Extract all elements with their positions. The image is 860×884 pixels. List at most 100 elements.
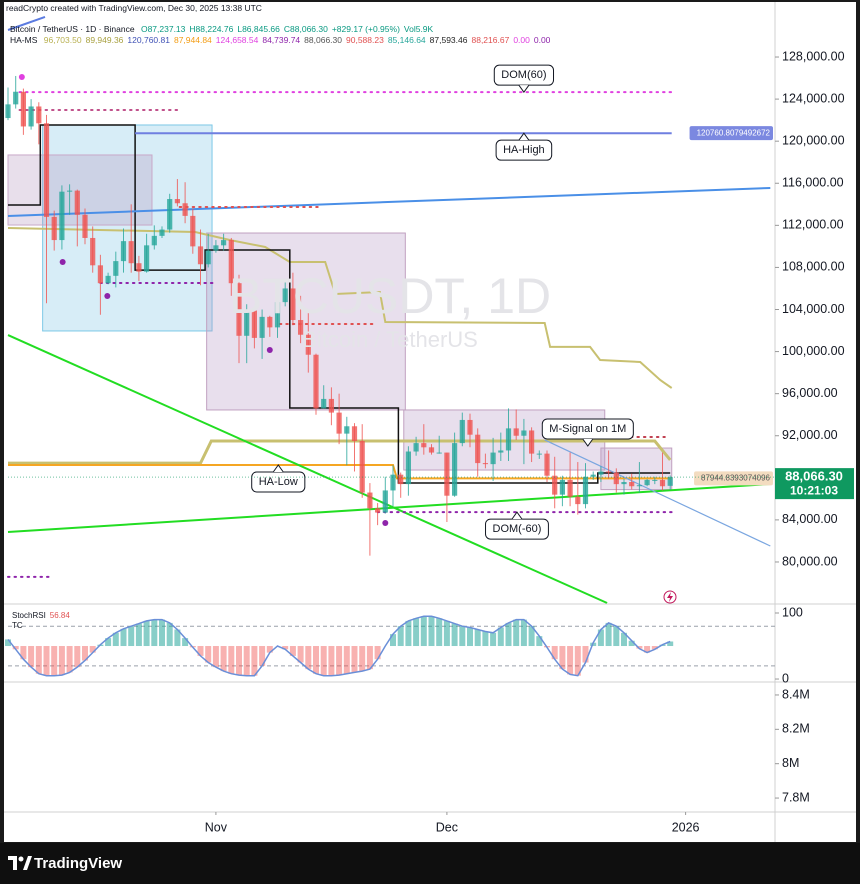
y-tick-label: 96,000.00 <box>782 386 838 400</box>
candle-body <box>475 434 481 464</box>
candle-body <box>590 474 596 477</box>
x-tick-label: Dec <box>436 820 458 834</box>
indicator-value: 0.00 <box>533 35 551 45</box>
callout-label: DOM(-60) <box>493 523 542 535</box>
stoch-bar <box>120 628 127 647</box>
stoch-bar <box>143 620 150 647</box>
zone <box>42 124 213 332</box>
callout-pointer <box>518 132 530 141</box>
indicator-value: 85,146.64 <box>387 35 426 45</box>
stoch-bar <box>236 646 242 676</box>
y-tick-label: 80,000.00 <box>782 554 838 568</box>
stoch-bar <box>105 638 112 647</box>
callout-pointer <box>511 511 523 520</box>
candle-body <box>552 475 558 495</box>
stoch-bar <box>12 646 19 650</box>
candle-body <box>274 302 281 328</box>
stoch-bar <box>251 646 258 676</box>
volume-tick-label: 8.2M <box>782 722 810 736</box>
stoch-bar <box>328 646 335 676</box>
candle-body <box>190 215 196 247</box>
stoch-bar <box>20 646 27 660</box>
stoch-bar <box>428 616 435 647</box>
stoch-bar <box>482 631 489 647</box>
brand-logo <box>8 856 32 870</box>
candle-body <box>298 320 304 335</box>
candle-body <box>105 275 111 284</box>
stoch-bar <box>505 622 512 647</box>
watermark-title: BTCUSDT, 1D <box>229 268 551 324</box>
candle-body <box>659 479 666 487</box>
stoch-bar <box>420 616 427 647</box>
candle-body <box>513 428 519 436</box>
stoch-bar <box>443 620 450 647</box>
stoch-bar <box>351 646 358 673</box>
candle-body <box>421 443 427 448</box>
stoch-bar <box>135 623 142 647</box>
callout: HA-High <box>495 132 553 161</box>
stoch-bar <box>89 646 96 653</box>
stoch-bar <box>58 646 65 676</box>
indicator-line: HA-MS 96,703.50 89,949.36 120,760.81 87,944… <box>10 35 554 45</box>
stoch-bar <box>582 646 589 663</box>
candle-body <box>74 190 80 215</box>
stoch-bar <box>628 640 635 647</box>
candle-body <box>405 451 411 485</box>
price-tag-label: 87944.8393074096 <box>701 474 771 483</box>
stoch-bar <box>520 619 527 647</box>
ohlc-value: Vol5.9K <box>403 24 434 34</box>
stoch-bar <box>513 619 520 647</box>
stoch-legend: StochRSI 56.84 <box>12 611 74 620</box>
indicator-value: 96,703.50 <box>43 35 82 45</box>
stoch-name: StochRSI <box>12 611 46 620</box>
stoch-bar <box>66 646 73 673</box>
stoch-bar <box>282 646 289 650</box>
stoch-tick-label: 100 <box>782 605 803 619</box>
candle-body <box>28 106 34 127</box>
indicator-value: 88,066.30 <box>304 35 342 45</box>
candle-body <box>43 123 50 217</box>
candle-body <box>652 479 658 481</box>
indicator-value: 90,588.23 <box>346 35 384 45</box>
stoch-bar <box>220 646 227 672</box>
brand[interactable]: TradingView <box>34 855 123 872</box>
callout: HA-Low <box>251 464 306 493</box>
candle-body <box>544 453 550 476</box>
stoch-bar <box>451 623 458 647</box>
candle-body <box>259 316 265 338</box>
stoch-bar <box>343 646 350 674</box>
annotations: DOM(60) HA-High HA-Low M-Signal on 1M DOM(-6… <box>18 64 773 540</box>
ohlc-value: O87,237.13 <box>140 24 186 34</box>
candle-body <box>151 235 157 246</box>
candle-body <box>82 214 88 238</box>
marker <box>59 258 66 265</box>
candle-body <box>167 199 173 230</box>
candle-body <box>606 471 612 473</box>
candle-body <box>213 245 219 251</box>
callout-label: M-Signal on 1M <box>549 423 626 435</box>
callout-label: HA-Low <box>259 476 298 488</box>
candle-body <box>205 250 211 265</box>
callout-label: HA-High <box>503 144 545 156</box>
candle-body <box>575 496 581 505</box>
stoch-bar <box>490 632 497 647</box>
callout-pointer <box>518 84 530 94</box>
stoch-bar <box>243 646 250 676</box>
stoch-bar <box>551 646 558 660</box>
stoch-bar <box>528 626 535 647</box>
stoch-bar <box>644 646 651 653</box>
candle-body <box>505 428 512 451</box>
stoch-bar <box>374 646 381 660</box>
stoch-secondary: TC <box>12 621 23 630</box>
credit: readCrypto created with TradingView.com,… <box>6 3 262 13</box>
candle-body <box>197 246 204 265</box>
candle-body <box>390 474 396 491</box>
stoch-bar <box>320 646 327 676</box>
stoch-bar <box>621 632 627 647</box>
stoch-bar <box>35 646 42 674</box>
candle-body <box>120 241 127 262</box>
y-tick-label: 128,000.00 <box>782 49 845 63</box>
candles <box>5 75 673 556</box>
indicator-name: HA-MS <box>10 35 38 45</box>
ohlc-value: +829.17 (+0.95%) <box>331 24 400 34</box>
